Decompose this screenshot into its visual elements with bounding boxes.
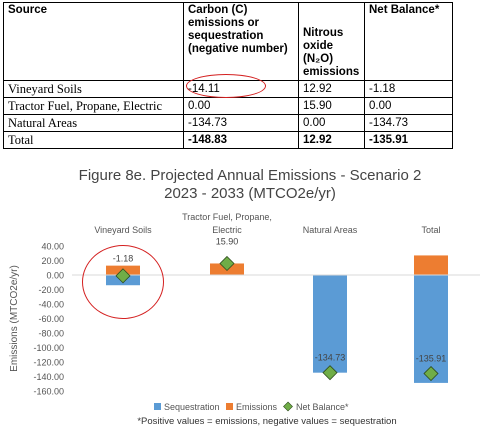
category-label: Vineyard Soils — [94, 225, 152, 235]
y-tick-label: -120.00 — [33, 358, 64, 368]
y-tick-label: -100.00 — [33, 343, 64, 353]
y-tick-label: -80.00 — [38, 329, 64, 339]
header-source: Source — [3, 2, 184, 81]
y-tick-label: -60.00 — [38, 314, 64, 324]
legend-net-swatch — [283, 401, 293, 412]
legend-net-label: Net Balance* — [296, 402, 349, 412]
category-label: Tractor Fuel, Propane, — [182, 212, 272, 222]
table-row-total: Total -148.83 12.92 -135.91 — [3, 131, 453, 149]
emissions-table: Source Carbon (C) emissions or sequestra… — [3, 2, 453, 149]
cell-nitrous: 12.92 — [298, 131, 365, 149]
y-tick-label: -140.00 — [33, 372, 64, 382]
data-label: -134.73 — [315, 353, 346, 363]
legend-sequestration-swatch — [154, 403, 161, 410]
legend-emissions-label: Emissions — [236, 402, 278, 412]
y-tick-label: 20.00 — [41, 256, 64, 266]
cell-nitrous: 12.92 — [298, 80, 365, 98]
cell-nitrous: 0.00 — [298, 114, 365, 132]
cell-net: -135.91 — [364, 131, 453, 149]
category-label: Natural Areas — [303, 225, 358, 235]
y-tick-label: 40.00 — [41, 242, 64, 252]
data-label: 15.90 — [216, 236, 239, 246]
sequestration-bar — [313, 275, 347, 373]
cell-net: -1.18 — [364, 80, 453, 98]
legend-emissions-swatch — [226, 403, 233, 410]
net-balance-marker — [219, 255, 235, 272]
chart-title-line2: 2023 - 2033 (MTCO2e/yr) — [164, 185, 336, 202]
cell-carbon: -148.83 — [183, 131, 299, 149]
table-row: Tractor Fuel, Propane, Electric 0.00 15.… — [3, 97, 453, 115]
net-balance-marker — [322, 365, 338, 381]
data-label: -135.91 — [416, 354, 447, 364]
header-carbon: Carbon (C) emissions or sequestration (n… — [183, 2, 299, 81]
emissions-bar — [414, 255, 448, 275]
cell-net: 0.00 — [364, 97, 453, 115]
legend-sequestration-label: Sequestration — [164, 402, 220, 412]
y-tick-label: -160.00 — [33, 387, 64, 397]
y-tick-label: -40.00 — [38, 300, 64, 310]
chart-footnote: *Positive values = emissions, negative v… — [137, 416, 396, 427]
cell-source: Total — [3, 131, 184, 149]
table-row: Vineyard Soils -14.11 12.92 -1.18 — [3, 80, 453, 98]
y-tick-label: -20.00 — [38, 285, 64, 295]
table-header-row: Source Carbon (C) emissions or sequestra… — [3, 2, 453, 81]
data-label: -1.18 — [113, 254, 134, 264]
category-label: Total — [421, 225, 440, 235]
chart-title-line1: Figure 8e. Projected Annual Emissions - … — [78, 167, 422, 184]
y-axis-label: Emissions (MTCO2e/yr) — [9, 265, 20, 372]
y-tick-label: 0.00 — [46, 271, 64, 281]
category-label: Electric — [212, 225, 242, 235]
sequestration-bar — [414, 275, 448, 383]
net-balance-marker — [115, 268, 131, 284]
net-balance-marker — [423, 365, 439, 382]
chart-title: Figure 8e. Projected Annual Emissions - … — [0, 167, 500, 203]
cell-nitrous: 15.90 — [298, 97, 365, 115]
